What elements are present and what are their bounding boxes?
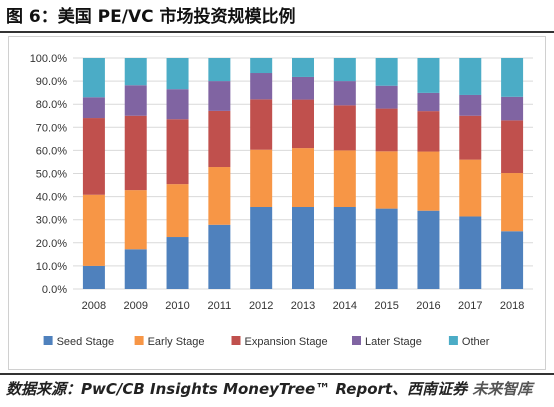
- legend-label: Other: [462, 336, 490, 348]
- y-tick-label: 40.0%: [36, 192, 67, 204]
- bar-segment: [333, 81, 356, 106]
- legend-swatch: [448, 336, 458, 345]
- bar-segment: [124, 190, 147, 250]
- x-tick-label: 2016: [416, 300, 440, 312]
- bar-segment: [459, 115, 482, 160]
- bar-segment: [292, 76, 314, 100]
- bar-segment: [333, 150, 356, 207]
- y-tick-label: 50.0%: [36, 169, 67, 181]
- bar-segment: [375, 108, 398, 152]
- y-tick-label: 60.0%: [36, 145, 67, 157]
- x-tick-label: 2015: [374, 300, 398, 312]
- stacked-bar-chart: 0.0% 10.0% 20.0% 30.0% 40.0% 50.0% 60.0% 70.0% 8…: [30, 53, 533, 348]
- legend-label: Seed Stage: [57, 336, 115, 348]
- legend-swatch: [134, 336, 144, 345]
- bar-segment: [82, 265, 105, 289]
- bar-segment: [333, 206, 356, 289]
- bar-segment: [166, 89, 189, 120]
- bar-segment: [459, 216, 482, 289]
- legend-label: Early Stage: [148, 336, 205, 348]
- y-tick-label: 100.0%: [30, 53, 68, 65]
- source-line: 数据来源：PwC/CB Insights MoneyTree™ Report、西…: [6, 378, 532, 400]
- x-tick-label: 2009: [123, 300, 147, 312]
- bar-segment: [501, 173, 524, 232]
- bar-segment: [501, 231, 524, 289]
- bar-segment: [250, 149, 273, 207]
- bar-segment: [208, 167, 231, 225]
- bar-segment: [82, 118, 105, 195]
- bar-segment: [292, 148, 314, 207]
- x-tick-label: 2017: [458, 300, 482, 312]
- bar-segment: [208, 81, 231, 111]
- x-tick-label: 2008: [82, 300, 106, 312]
- bar-segment: [292, 99, 314, 149]
- bar-segment: [82, 97, 105, 119]
- bar-segment: [459, 58, 482, 95]
- bar-segment: [208, 224, 231, 289]
- bar-segment: [124, 115, 147, 191]
- bar-segment: [375, 85, 398, 109]
- source-divider: [0, 373, 554, 375]
- x-tick-label: 2014: [333, 300, 357, 312]
- x-tick-label: 2010: [165, 300, 189, 312]
- bar-segment: [333, 58, 356, 82]
- source-text: 数据来源：PwC/CB Insights MoneyTree™ Report、西…: [6, 380, 468, 398]
- watermark-text: 未来智库: [472, 380, 533, 398]
- bar-segment: [417, 58, 440, 93]
- y-tick-label: 70.0%: [36, 122, 67, 134]
- bar-segment: [501, 58, 524, 97]
- legend-swatch: [352, 336, 361, 345]
- legend-swatch: [231, 336, 241, 345]
- bar-segment: [208, 110, 231, 168]
- x-tick-label: 2011: [208, 300, 232, 312]
- y-tick-label: 20.0%: [36, 238, 67, 250]
- bar-segment: [417, 92, 440, 112]
- y-tick-label: 80.0%: [36, 99, 67, 111]
- bar-segment: [166, 119, 189, 185]
- bar-segment: [124, 58, 147, 86]
- bar-segment: [459, 159, 482, 217]
- title-divider: [0, 31, 554, 33]
- x-tick-label: 2018: [500, 300, 524, 312]
- bar-segment: [333, 105, 356, 151]
- bar-segment: [250, 206, 273, 289]
- bar-segment: [250, 58, 273, 74]
- bar-segment: [124, 85, 147, 116]
- bar-segment: [166, 58, 189, 90]
- bar-segment: [459, 94, 482, 116]
- bar-segment: [250, 73, 273, 100]
- bar-segment: [375, 208, 398, 289]
- bar-segment: [208, 58, 231, 82]
- bar-segment: [82, 58, 105, 98]
- bar-segment: [250, 99, 273, 150]
- chart-title: 图 6：美国 PE/VC 市场投资规模比例: [6, 7, 296, 27]
- bar-segment: [292, 58, 314, 77]
- bar-segment: [501, 120, 524, 174]
- legend-label: Expansion Stage: [245, 336, 328, 348]
- bar-segment: [417, 210, 440, 289]
- bar-segment: [82, 194, 105, 266]
- y-tick-label: 0.0%: [42, 284, 67, 296]
- bar-segment: [166, 184, 189, 238]
- bar-segment: [417, 151, 440, 211]
- bar-segment: [124, 249, 147, 289]
- x-tick-label: 2013: [291, 300, 315, 312]
- bar-segment: [375, 58, 398, 86]
- legend-label: Later Stage: [365, 336, 422, 348]
- bar-segment: [166, 237, 189, 289]
- y-tick-label: 30.0%: [36, 215, 67, 227]
- bar-segment: [375, 151, 398, 209]
- legend-swatch: [43, 336, 53, 345]
- y-tick-label: 10.0%: [36, 261, 67, 273]
- bar-segment: [417, 111, 440, 152]
- bar-segment: [292, 206, 314, 289]
- y-tick-label: 90.0%: [36, 76, 67, 88]
- bar-segment: [501, 96, 524, 121]
- x-tick-label: 2012: [249, 300, 273, 312]
